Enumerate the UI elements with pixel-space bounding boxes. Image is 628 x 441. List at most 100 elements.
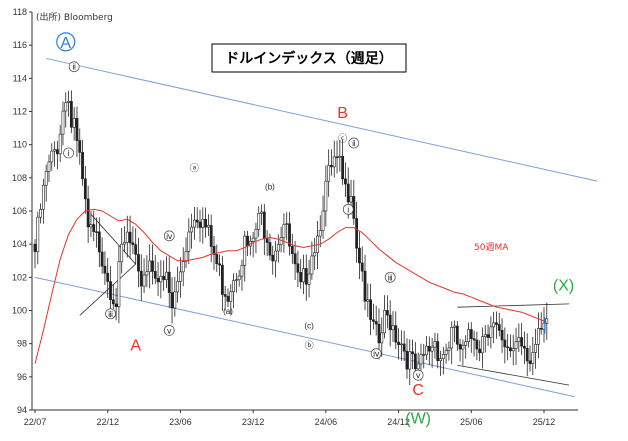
candle-body bbox=[290, 245, 294, 254]
candle-body bbox=[349, 196, 353, 203]
candle-body bbox=[75, 118, 79, 141]
candle-body bbox=[64, 102, 68, 112]
candle-body bbox=[372, 319, 375, 322]
candle-body bbox=[229, 291, 233, 302]
candle-body bbox=[293, 253, 297, 265]
candle-body bbox=[399, 343, 403, 346]
candle-body bbox=[511, 348, 515, 352]
ma-50-line bbox=[34, 208, 547, 364]
candle-body bbox=[195, 219, 199, 223]
wave-label-W: (W) bbox=[405, 410, 431, 427]
candle-body bbox=[441, 354, 445, 359]
x-tick-label: 24/06 bbox=[315, 417, 338, 427]
candle-body bbox=[422, 354, 426, 356]
candle-body bbox=[274, 250, 277, 262]
candle-body bbox=[439, 358, 442, 361]
y-tick-label: 94 bbox=[17, 405, 27, 415]
candle-body bbox=[427, 345, 431, 352]
candle-body bbox=[377, 323, 381, 344]
candle-body bbox=[525, 348, 529, 362]
candle-body bbox=[458, 343, 462, 350]
x-tick-label: 23/12 bbox=[242, 417, 265, 427]
candle-body bbox=[240, 265, 244, 277]
wave-label-A: A bbox=[130, 337, 141, 354]
candle-body bbox=[419, 354, 423, 365]
candle-body bbox=[148, 260, 152, 273]
candle-body bbox=[209, 225, 213, 247]
candle-body bbox=[167, 271, 171, 293]
candle-body bbox=[374, 321, 378, 325]
mark-9: ⅳ bbox=[373, 350, 380, 359]
candle-body bbox=[430, 346, 434, 352]
candle-body bbox=[47, 161, 51, 172]
upper-channel-line bbox=[46, 57, 598, 182]
candle-body bbox=[262, 211, 266, 239]
candle-body bbox=[268, 242, 272, 256]
candle-body bbox=[61, 110, 65, 135]
candle-body bbox=[467, 329, 470, 342]
candle-body bbox=[139, 270, 143, 287]
subwave-a: (a) bbox=[223, 307, 233, 316]
candle-body bbox=[72, 118, 76, 128]
candle-body bbox=[344, 178, 347, 185]
candle-body bbox=[447, 347, 451, 351]
candle-body bbox=[39, 209, 42, 218]
y-tick-label: 114 bbox=[13, 73, 27, 83]
candle-body bbox=[469, 329, 473, 339]
candle-body bbox=[478, 348, 482, 354]
trend-channels bbox=[34, 57, 598, 398]
candle-body bbox=[176, 281, 180, 293]
x-tick-label: 22/12 bbox=[96, 417, 119, 427]
candle-body bbox=[69, 101, 73, 128]
candle-body bbox=[539, 328, 543, 330]
candle-body bbox=[156, 277, 160, 283]
candle-body bbox=[123, 242, 126, 245]
subwave-c: (c) bbox=[304, 322, 314, 331]
candle-body bbox=[503, 339, 507, 348]
title-box bbox=[211, 43, 407, 73]
candle-body bbox=[251, 237, 255, 242]
candle-body bbox=[360, 262, 364, 272]
candle-body bbox=[41, 184, 45, 210]
range-upper bbox=[457, 303, 570, 308]
candle-body bbox=[481, 336, 484, 354]
candle-body bbox=[433, 341, 437, 348]
candle-body bbox=[50, 150, 54, 163]
candle-body bbox=[151, 260, 154, 272]
candle-body bbox=[369, 299, 373, 321]
candle-body bbox=[193, 219, 196, 228]
candle-body bbox=[153, 271, 157, 279]
candle-body bbox=[237, 275, 241, 281]
candle-body bbox=[125, 231, 129, 243]
candle-body bbox=[394, 325, 398, 343]
candle-body bbox=[179, 271, 182, 282]
y-axis: 94 96 98 100 102 104 106 108 110 112 114 116 118 bbox=[12, 7, 33, 415]
mark-8: ⅲ bbox=[388, 273, 393, 282]
candle-body bbox=[234, 279, 238, 281]
candle-body bbox=[455, 325, 459, 345]
candle-body bbox=[215, 254, 219, 265]
candle-body bbox=[243, 235, 247, 266]
lower-channel-line bbox=[34, 276, 575, 398]
mark-5-ring bbox=[163, 325, 175, 336]
candle-body bbox=[162, 275, 166, 281]
mark-4: ⅳ bbox=[166, 232, 173, 241]
candle-body bbox=[58, 133, 62, 155]
y-tick-label: 104 bbox=[12, 239, 27, 249]
candle-body bbox=[271, 254, 275, 262]
wave-label-A-major: A bbox=[60, 35, 71, 52]
mark-8-ring bbox=[384, 271, 396, 283]
candle-body bbox=[416, 363, 420, 370]
mark-6: ⅰ bbox=[347, 205, 349, 214]
x-tick-label: 22/07 bbox=[24, 417, 47, 427]
candle-body bbox=[204, 218, 207, 228]
candle-body bbox=[36, 216, 40, 252]
subwave-circ-a: ⓐ bbox=[190, 163, 199, 173]
candle-body bbox=[170, 292, 174, 309]
candle-body bbox=[335, 156, 339, 158]
candle-body bbox=[483, 334, 487, 338]
candle-body bbox=[495, 322, 498, 325]
candle-body bbox=[380, 332, 384, 344]
candle-body bbox=[310, 255, 314, 275]
candle-body bbox=[436, 341, 440, 361]
